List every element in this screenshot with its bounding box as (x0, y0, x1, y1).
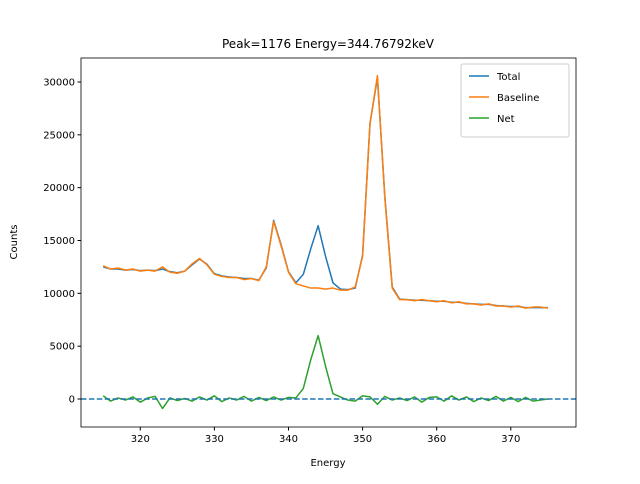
x-tick-label: 320 (131, 434, 150, 445)
x-axis-label: Energy (310, 458, 345, 469)
legend-label: Total (496, 72, 520, 83)
y-tick-label: 5000 (50, 342, 75, 353)
plot-frame (80, 57, 577, 428)
y-tick-label: 25000 (43, 130, 75, 141)
y-axis-label: Counts (9, 225, 20, 260)
x-tick-label: 330 (205, 434, 224, 445)
series-line (102, 334, 548, 410)
y-tick-label: 20000 (43, 183, 75, 194)
y-tick-label: 0 (69, 394, 75, 405)
y-tick-label: 10000 (43, 289, 75, 300)
x-tick-label: 370 (501, 434, 520, 445)
legend-label: Net (497, 114, 515, 125)
y-tick-label: 30000 (43, 77, 75, 88)
x-tick-label: 340 (279, 434, 298, 445)
x-tick-label: 350 (353, 434, 372, 445)
series-line (102, 74, 548, 309)
legend-label: Baseline (497, 93, 539, 104)
x-tick-label: 360 (427, 434, 446, 445)
chart-title: Peak=1176 Energy=344.76792keV (222, 37, 435, 51)
y-tick-label: 15000 (43, 236, 75, 247)
